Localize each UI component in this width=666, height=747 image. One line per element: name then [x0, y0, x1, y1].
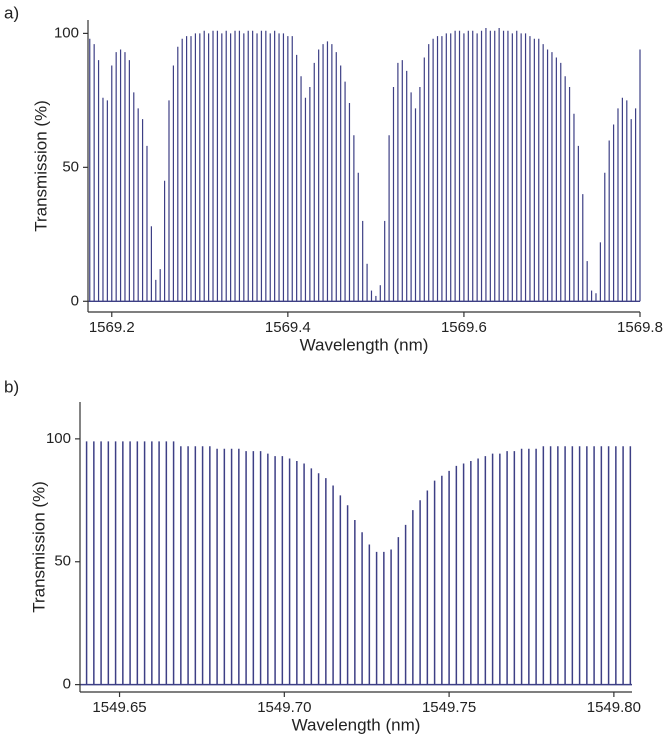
y-axis-label: Transmission (%)	[31, 100, 50, 232]
y-tick-label: 0	[71, 292, 79, 309]
y-axis-label: Transmission (%)	[29, 481, 48, 613]
x-tick-label: 1549.80	[587, 699, 641, 716]
x-tick-label: 1569.8	[617, 319, 663, 336]
panel-label: a)	[4, 3, 19, 22]
y-tick-label: 50	[54, 553, 71, 570]
y-tick-label: 100	[54, 24, 79, 41]
y-tick-label: 100	[46, 430, 71, 447]
x-tick-label: 1549.65	[92, 699, 146, 716]
x-tick-label: 1569.4	[265, 319, 311, 336]
x-axis-label: Wavelength (nm)	[292, 715, 421, 734]
y-tick-label: 0	[63, 676, 71, 693]
x-tick-label: 1569.2	[89, 319, 135, 336]
x-tick-label: 1549.75	[422, 699, 476, 716]
panel-label: b)	[4, 377, 19, 396]
x-axis-label: Wavelength (nm)	[300, 335, 429, 354]
x-tick-label: 1569.6	[441, 319, 487, 336]
y-tick-label: 50	[62, 158, 79, 175]
x-tick-label: 1549.70	[257, 699, 311, 716]
